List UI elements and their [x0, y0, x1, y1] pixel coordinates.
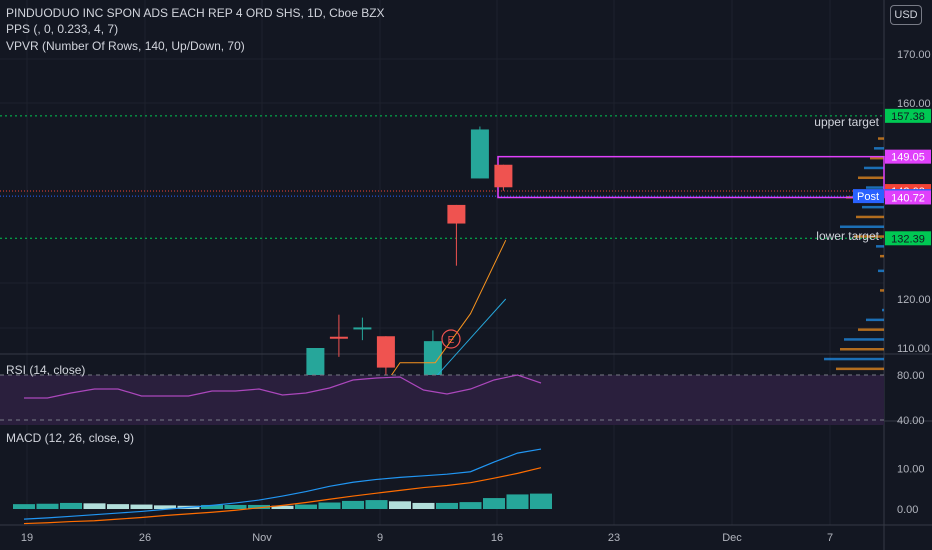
candle-body [470, 129, 489, 179]
volume-profile [824, 137, 884, 400]
macd-histogram-bar [224, 504, 247, 509]
rsi-pane: RSI (14, close) [0, 363, 884, 425]
price-label-bg [885, 190, 931, 205]
price-label: 140.72 [891, 192, 925, 204]
volume-profile-bar [840, 225, 884, 228]
macd-histogram-bar [83, 503, 106, 509]
volume-profile-bar [880, 254, 884, 258]
volume-profile-bar [864, 166, 884, 170]
volume-profile-bar [870, 156, 884, 160]
volume-profile-bar [858, 328, 884, 331]
macd-tick: 0.00 [897, 504, 918, 516]
time-tick: 26 [139, 532, 151, 544]
macd-histogram-bar [201, 504, 223, 509]
volume-profile-bar [874, 147, 884, 150]
macd-label: MACD (12, 26, close, 9) [6, 431, 134, 445]
macd-histogram-bar [36, 503, 59, 509]
macd-tick: 10.00 [897, 464, 925, 476]
moving-average-orange [376, 239, 507, 398]
volume-profile-bar [862, 205, 884, 209]
time-tick: 9 [377, 532, 383, 544]
macd-histogram-bar [365, 500, 388, 509]
price-tick: 120.00 [897, 294, 931, 306]
price-label: 149.05 [891, 152, 925, 164]
macd-line [23, 448, 542, 520]
time-tick: 23 [608, 532, 620, 544]
volume-profile-bar [836, 367, 884, 371]
time-tick: 16 [491, 532, 503, 544]
price-label: 157.38 [891, 111, 925, 123]
price-label: 132.39 [891, 233, 925, 245]
volume-profile-bar [866, 186, 884, 189]
macd-histogram-bar [483, 498, 505, 509]
post-label-bg [853, 189, 884, 204]
macd-histogram-bar [506, 494, 529, 509]
volume-profile-bar [854, 235, 884, 238]
macd-histogram-bar [436, 502, 458, 509]
macd-histogram-bar [342, 500, 364, 509]
macd-signal-line [23, 467, 542, 525]
time-tick: Nov [252, 532, 272, 544]
time-tick: 7 [827, 532, 833, 544]
price-tick: 160.00 [897, 98, 931, 110]
candle-body [494, 164, 513, 188]
candle-body [376, 336, 395, 368]
macd-histogram-bar [130, 504, 153, 509]
volume-profile-bar [876, 245, 884, 248]
macd-pane: MACD (12, 26, close, 9) [6, 431, 552, 525]
macd-histogram-bar [271, 505, 294, 509]
rsi-line [24, 374, 542, 399]
macd-histogram-bar [459, 502, 482, 509]
macd-histogram-bar [60, 502, 82, 509]
volume-profile-bar [856, 215, 884, 219]
volume-profile-bar [840, 348, 884, 351]
lower-target-label: lower target [816, 229, 879, 243]
volume-profile-bar [866, 318, 884, 322]
macd-histogram-bar [295, 504, 317, 509]
rsi-label: RSI (14, close) [6, 363, 85, 377]
macd-histogram-bar [107, 504, 129, 509]
volume-profile-bar [878, 269, 884, 273]
volume-profile-bar [844, 338, 884, 341]
macd-histogram-bar [13, 504, 35, 509]
symbol-title: PINDUODUO INC SPON ADS EACH REP 4 ORD SH… [6, 6, 385, 20]
macd-histogram-bar [389, 501, 411, 509]
macd-histogram-bar [412, 502, 435, 509]
rsi-tick: 40.00 [897, 415, 925, 427]
price-label-bg [885, 149, 931, 164]
candle-body [353, 327, 372, 330]
pps-indicator-label[interactable]: PPS (, 0, 0.233, 4, 7) [6, 22, 119, 36]
post-label: Post [857, 191, 879, 203]
vpvr-indicator-label[interactable]: VPVR (Number Of Rows, 140, Up/Down, 70) [6, 39, 245, 53]
volume-profile-bar [880, 289, 884, 292]
upper-target-label: upper target [814, 115, 879, 129]
macd-histogram-bar [248, 504, 270, 509]
price-label-bg [885, 108, 931, 123]
axes: 170.00160.00120.00110.00157.38149.05142.… [21, 49, 931, 544]
candle-body [329, 336, 348, 339]
price-tick: 110.00 [897, 343, 930, 355]
macd-histogram-bar [154, 505, 176, 509]
volume-profile-bar [878, 137, 884, 140]
macd-histogram-bar [530, 493, 552, 509]
price-levels: upper target lower target [0, 115, 885, 243]
candlesticks [306, 126, 513, 417]
volume-profile-bar [858, 176, 884, 179]
currency-button[interactable]: USD [890, 5, 922, 25]
time-tick: 19 [21, 532, 33, 544]
rsi-band [0, 375, 884, 425]
rsi-tick: 80.00 [897, 370, 925, 382]
volume-profile-bar [882, 308, 884, 312]
earnings-marker-label: E [448, 335, 455, 346]
price-tick: 170.00 [897, 49, 931, 61]
macd-histogram-bar [318, 502, 341, 509]
earnings-marker [441, 329, 461, 349]
price-label-bg [885, 231, 931, 246]
candle-body [447, 204, 466, 224]
volume-profile-bar [824, 357, 884, 361]
time-tick: Dec [722, 532, 742, 544]
